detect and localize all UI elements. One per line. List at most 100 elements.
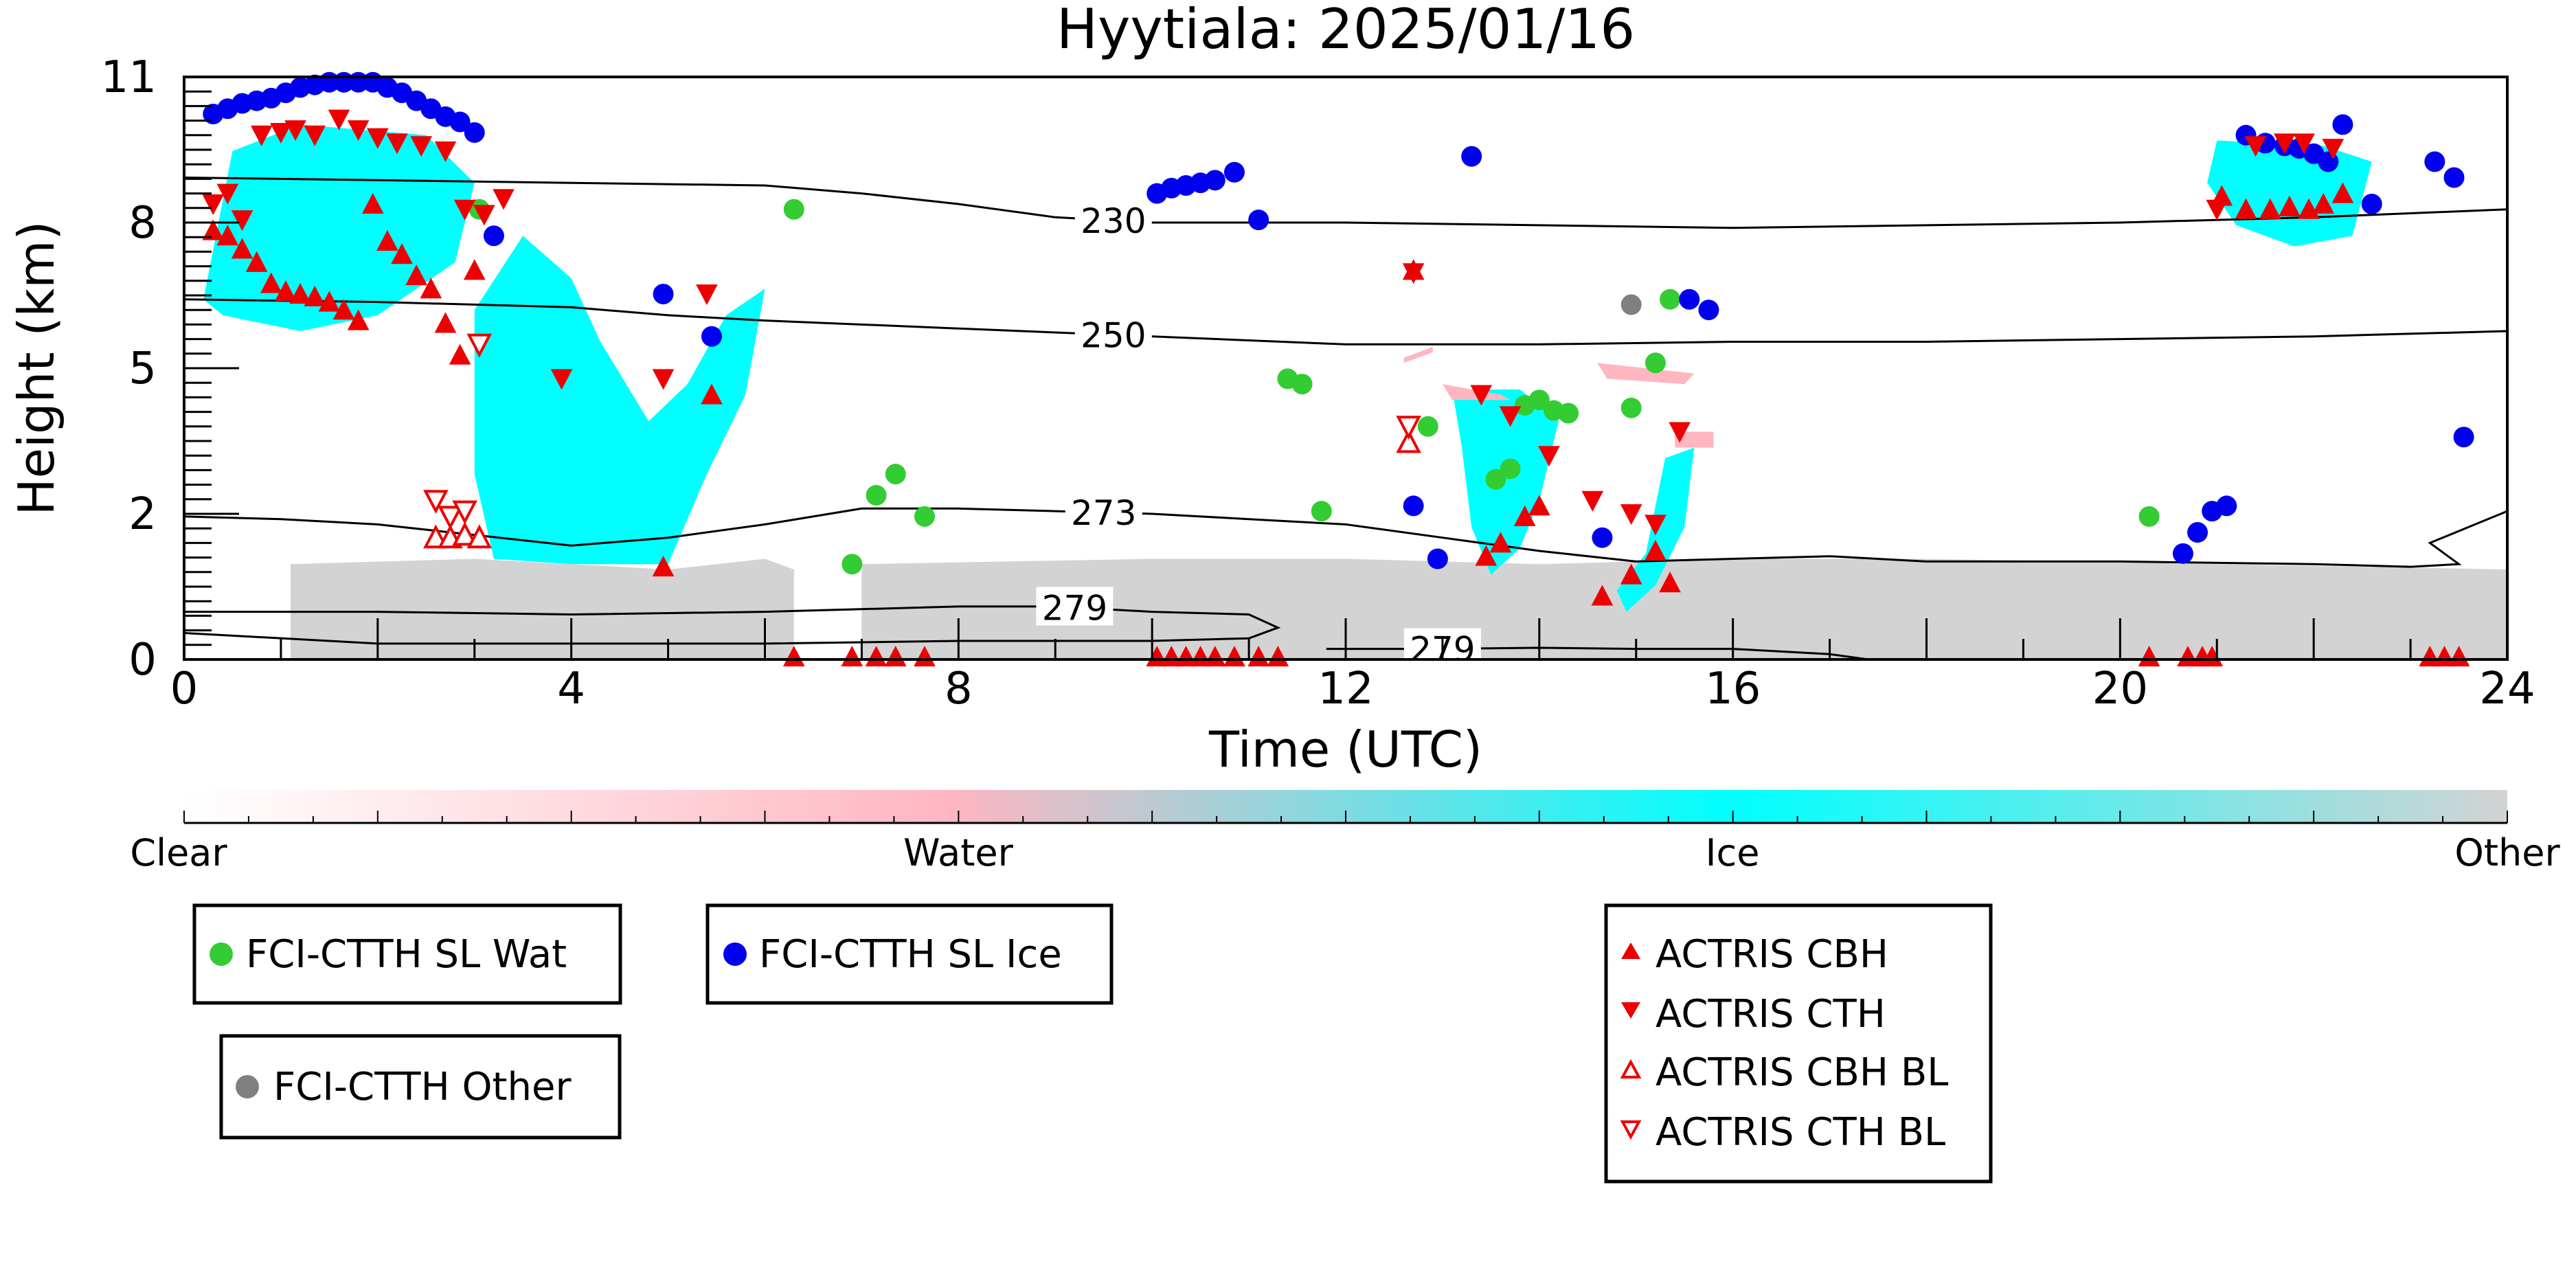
marker-fci-ctth-sl-wat bbox=[866, 485, 887, 506]
contour-label: 279 bbox=[1042, 588, 1107, 628]
marker-actris-cth bbox=[652, 369, 675, 390]
marker-fci-ctth-sl-ice bbox=[1403, 495, 1424, 517]
marker-actris-cth bbox=[1620, 504, 1642, 526]
marker-actris-cth bbox=[1581, 490, 1604, 512]
legend-ice: FCI-CTTH SL Ice bbox=[705, 903, 1114, 1005]
y-tick-label: 5 bbox=[128, 343, 157, 394]
marker-actris-cbh bbox=[2138, 646, 2160, 667]
marker-fci-ctth-sl-wat bbox=[1645, 352, 1666, 374]
other-region bbox=[861, 558, 2507, 659]
legend-wat-label: FCI-CTTH SL Wat bbox=[246, 932, 567, 977]
marker-fci-ctth-sl-ice bbox=[2453, 427, 2474, 448]
marker-fci-ctth-sl-wat bbox=[1417, 416, 1438, 437]
marker-actris-cth bbox=[216, 183, 239, 205]
contour-label: 250 bbox=[1081, 315, 1146, 355]
marker-actris-cth bbox=[1470, 385, 1493, 406]
marker-actris-cbh bbox=[1659, 572, 1681, 593]
marker-actris-cbh bbox=[1591, 585, 1614, 606]
marker-actris-cbh bbox=[652, 556, 675, 577]
marker-fci-ctth-sl-wat bbox=[914, 506, 936, 527]
marker-fci-ctth-sl-wat bbox=[885, 464, 906, 485]
colorbar-label-water: Water bbox=[903, 831, 1013, 874]
x-tick-label: 8 bbox=[945, 664, 973, 714]
marker-fci-ctth-sl-ice bbox=[1427, 548, 1448, 569]
marker-actris-cth-bl bbox=[452, 500, 477, 525]
legend-ice-label: FCI-CTTH SL Ice bbox=[759, 932, 1062, 977]
marker-fci-ctth-sl-ice bbox=[1698, 300, 1719, 321]
marker-actris-cbh bbox=[1204, 646, 1226, 667]
marker-fci-ctth-sl-wat bbox=[1500, 458, 1521, 479]
marker-fci-ctth-sl-wat bbox=[2138, 506, 2160, 527]
marker-actris-cbh bbox=[884, 646, 907, 667]
marker-actris-cth-bl bbox=[1396, 416, 1421, 440]
marker-actris-cth bbox=[386, 133, 408, 155]
y-tick-label: 11 bbox=[101, 52, 157, 103]
legend-actris: ACTRIS CBH ACTRIS CTH ACTRIS CBH BL ACTR… bbox=[1604, 903, 1993, 1184]
marker-fci-ctth-sl-ice bbox=[1461, 146, 1482, 167]
marker-actris-cbh bbox=[1223, 646, 1245, 667]
marker-actris-cbh bbox=[2298, 198, 2320, 219]
marker-actris-cbh bbox=[782, 646, 805, 667]
water-region bbox=[1403, 347, 1433, 363]
ice-region bbox=[474, 236, 765, 565]
marker-actris-cbh bbox=[1247, 646, 1270, 667]
marker-actris-cth bbox=[550, 369, 573, 390]
x-tick-label: 12 bbox=[1318, 664, 1373, 714]
colorbar-ticks bbox=[183, 811, 2508, 823]
marker-actris-cth bbox=[2206, 199, 2228, 221]
water-region bbox=[1675, 431, 1714, 448]
marker-actris-cbh bbox=[2177, 646, 2199, 667]
marker-actris-cbh bbox=[216, 225, 239, 246]
marker-actris-cbh bbox=[701, 383, 723, 405]
marker-actris-cth-bl bbox=[423, 490, 449, 515]
marker-fci-ctth-sl-ice bbox=[2443, 167, 2465, 188]
marker-actris-cth bbox=[1538, 446, 1560, 467]
marker-fci-ctth-sl-ice bbox=[464, 122, 485, 143]
marker-actris-cth bbox=[453, 199, 476, 221]
marker-fci-ctth-sl-wat bbox=[783, 199, 804, 220]
marker-fci-ctth-sl-ice bbox=[1248, 210, 1269, 231]
legend-wat-marker bbox=[210, 942, 233, 966]
colorbar-label-ice: Ice bbox=[1706, 831, 1760, 874]
x-tick-label: 16 bbox=[1705, 664, 1761, 714]
marker-actris-cbh bbox=[361, 192, 384, 214]
contour-label: 273 bbox=[1071, 493, 1136, 533]
marker-actris-cbh bbox=[260, 272, 282, 293]
contour-label-bg bbox=[1074, 199, 1152, 238]
colorbar-label-other: Other bbox=[2454, 831, 2560, 874]
marker-actris-cbh bbox=[463, 259, 486, 280]
x-tick-label: 0 bbox=[170, 664, 199, 714]
marker-fci-ctth-other bbox=[1620, 294, 1642, 315]
marker-actris-cbh bbox=[275, 280, 297, 302]
cloud-mask bbox=[203, 124, 2507, 659]
marker-actris-cbh bbox=[1620, 563, 1642, 585]
marker-actris-cbh bbox=[2235, 198, 2257, 219]
marker-actris-cth bbox=[2274, 133, 2296, 155]
marker-actris-cbh bbox=[2259, 198, 2281, 219]
marker-actris-cbh bbox=[1645, 539, 1667, 561]
marker-fci-ctth-sl-ice bbox=[2172, 543, 2193, 564]
marker-actris-cbh bbox=[304, 285, 326, 306]
marker-actris-cbh bbox=[245, 251, 268, 272]
marker-actris-cth bbox=[410, 136, 433, 157]
marker-actris-cbh bbox=[1175, 646, 1197, 667]
marker-actris-cbh bbox=[449, 343, 471, 365]
legend-other-marker bbox=[236, 1075, 259, 1098]
marker-actris-cbh bbox=[420, 278, 442, 299]
marker-actris-cth bbox=[367, 128, 389, 149]
marker-actris-cth bbox=[328, 109, 350, 131]
marker-fci-ctth-sl-ice bbox=[653, 284, 674, 305]
contour-label: 230 bbox=[1081, 201, 1146, 241]
marker-fci-ctth-sl-wat bbox=[1311, 501, 1332, 522]
x-tick-label: 20 bbox=[2092, 664, 2148, 714]
marker-actris-cbh-bl bbox=[1396, 429, 1421, 453]
marker-fci-ctth-sl-wat bbox=[841, 554, 863, 575]
marker-actris-cth bbox=[696, 284, 718, 306]
marker-actris-cbh-bl bbox=[466, 524, 493, 549]
marker-actris-cbh bbox=[347, 309, 370, 330]
marker-actris-cbh bbox=[1189, 646, 1212, 667]
chart-title: Hyytiala: 2025/01/16 bbox=[1057, 0, 1635, 61]
marker-fci-ctth-sl-ice bbox=[449, 111, 471, 133]
marker-fci-ctth-sl-wat bbox=[1660, 289, 1681, 310]
marker-actris-cbh bbox=[2433, 646, 2456, 667]
